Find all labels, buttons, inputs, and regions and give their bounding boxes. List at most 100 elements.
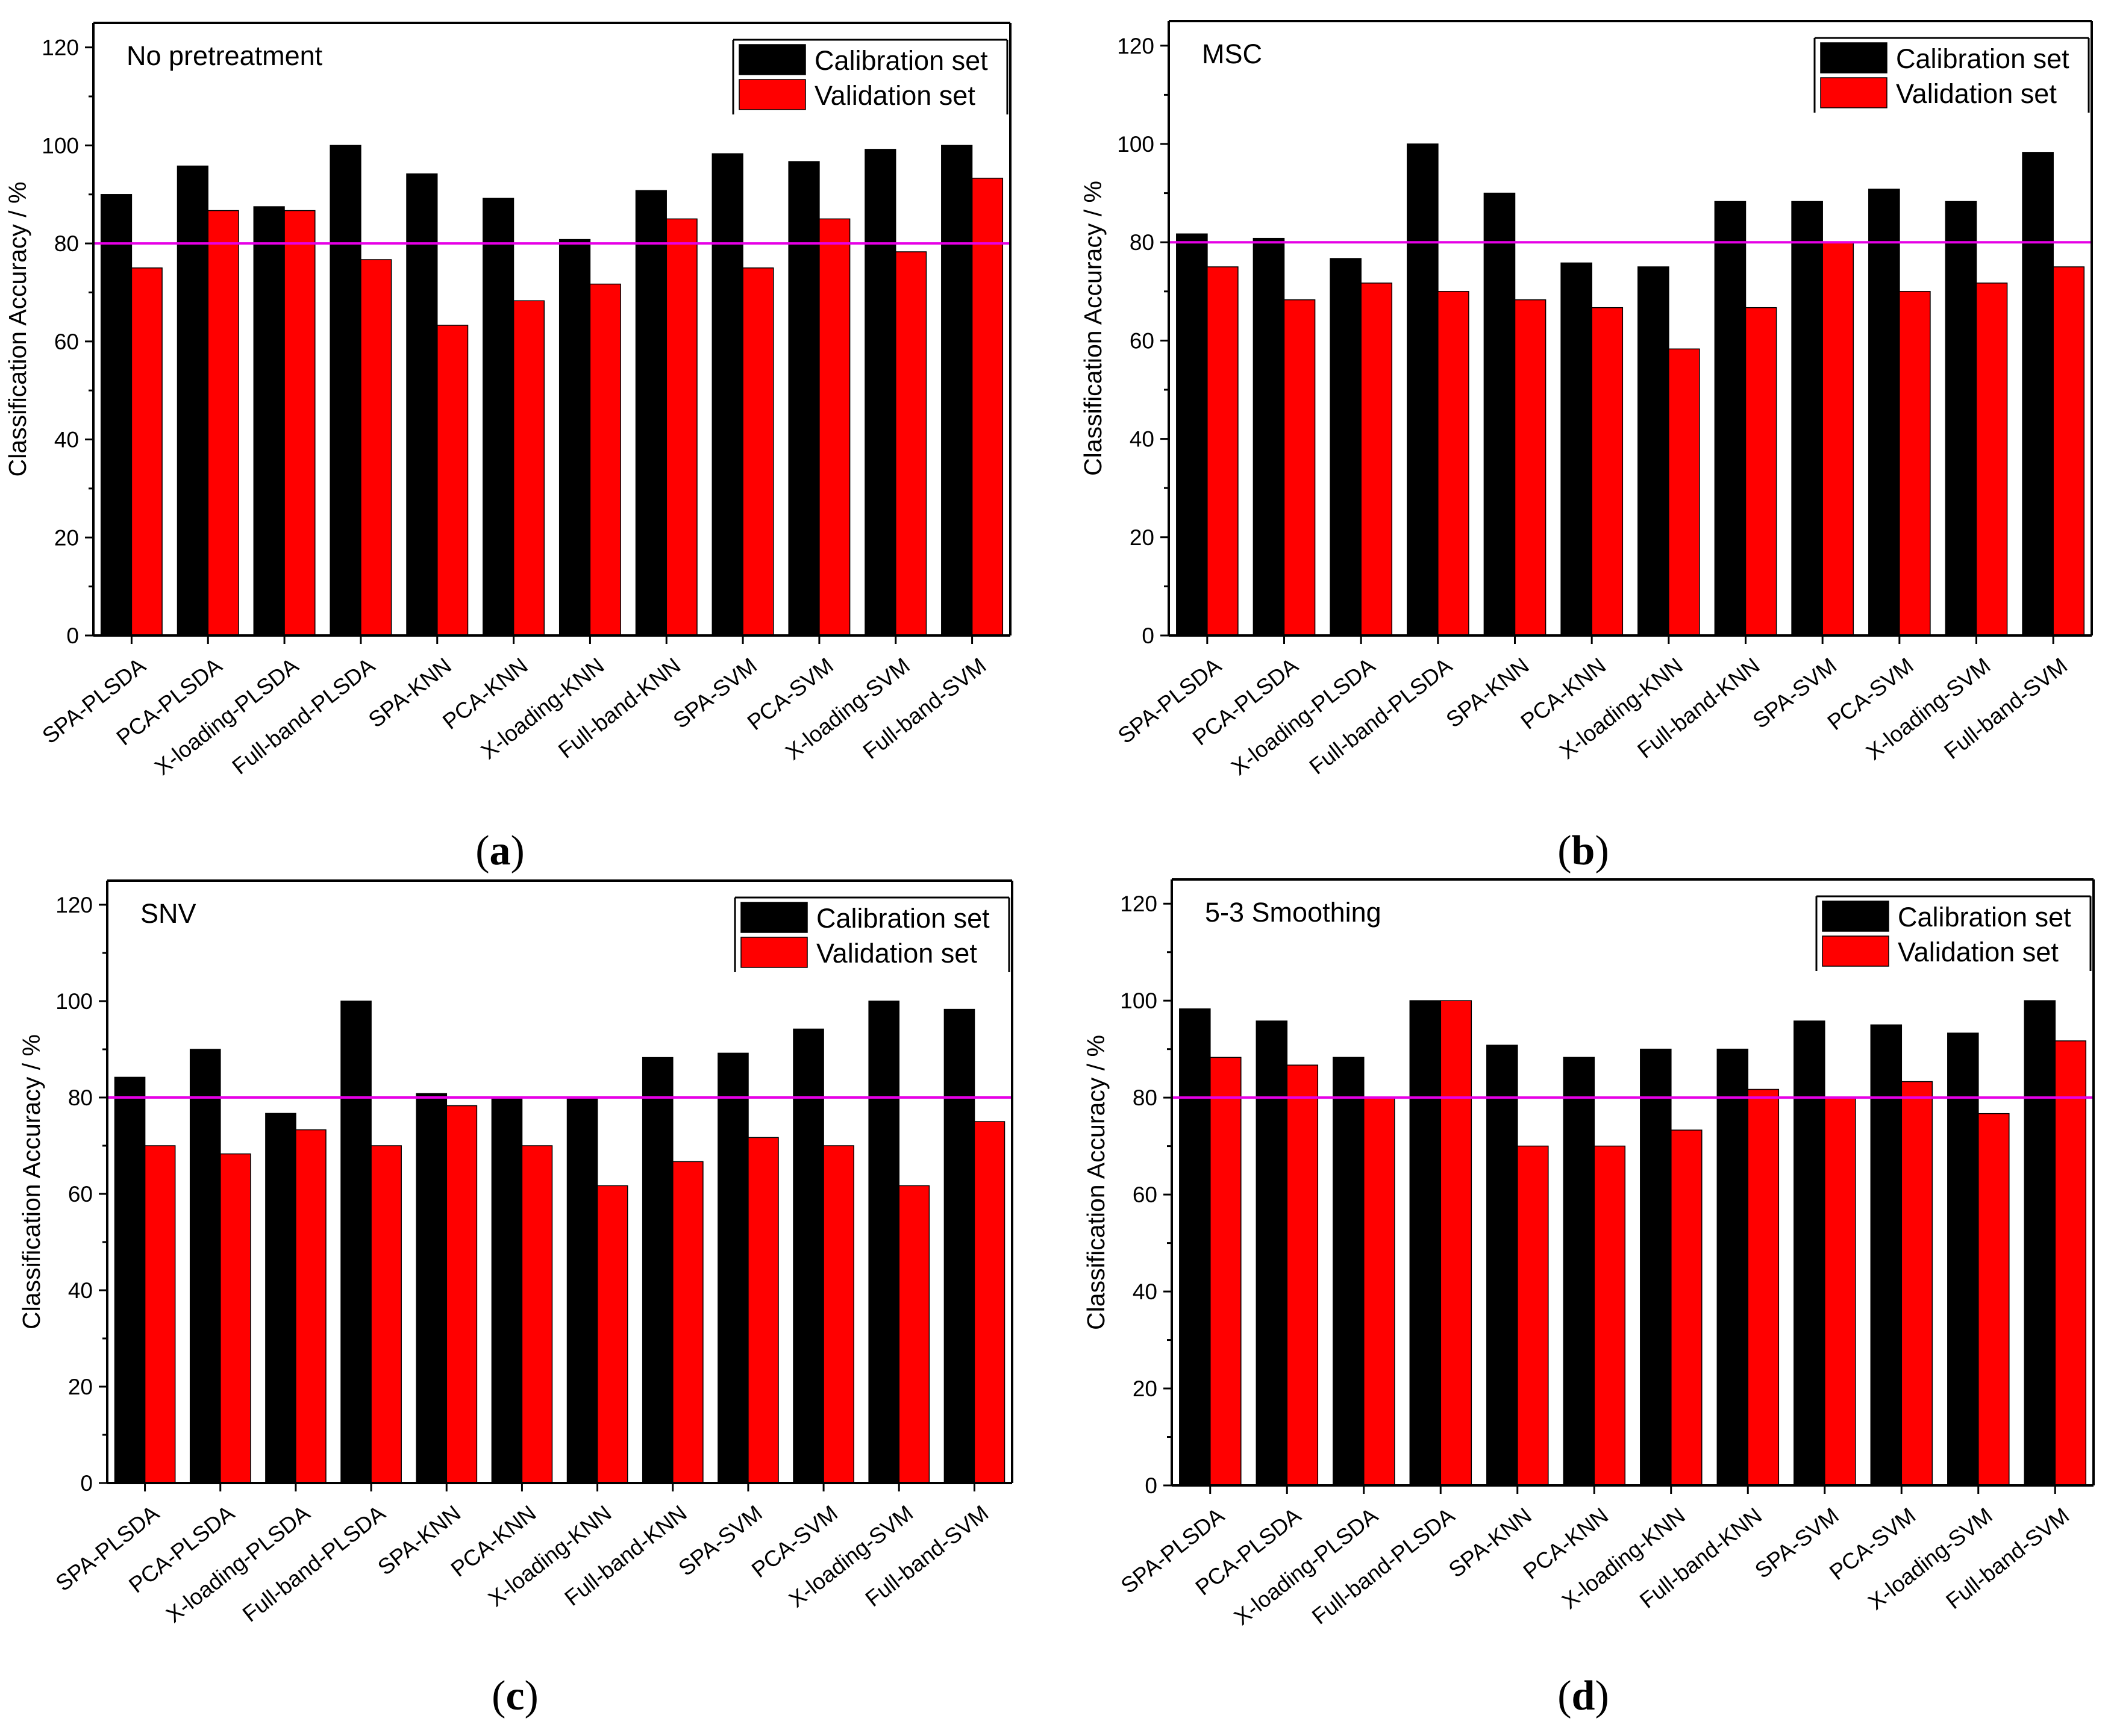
calibration-bar-full-band-plsda <box>1409 1000 1442 1486</box>
y-tick-label-80: 80 <box>54 231 79 256</box>
calibration-bar-spa-knn <box>416 1093 448 1484</box>
calibration-bar-pca-plsda <box>189 1049 221 1484</box>
validation-bar-spa-knn <box>446 1105 478 1484</box>
calibration-bar-x-loading-svm <box>1947 1032 1979 1486</box>
caption-open: ( <box>1557 828 1571 874</box>
chart-panel-b: 020406080100120SPA-PLSDAPCA-PLSDAX-loadi… <box>1079 20 2093 874</box>
calibration-bar-pca-knn <box>483 198 514 636</box>
calibration-bar-pca-knn <box>1560 262 1592 636</box>
y-tick-label-100: 100 <box>1117 132 1154 157</box>
y-axis-title: Classification Accuracy / % <box>1079 181 1107 476</box>
y-tick-label-100: 100 <box>55 989 93 1014</box>
calibration-legend-swatch <box>1822 901 1889 932</box>
calibration-legend-swatch <box>1820 42 1887 73</box>
validation-legend-swatch <box>740 937 808 968</box>
y-tick-label-120: 120 <box>42 36 79 60</box>
y-tick-label-20: 20 <box>54 525 79 550</box>
calibration-bar-pca-svm <box>1868 189 1900 636</box>
calibration-bar-pca-plsda <box>1256 1020 1288 1486</box>
calibration-bar-pca-plsda <box>1253 237 1285 636</box>
validation-bar-pca-knn <box>1591 307 1624 636</box>
validation-bar-spa-plsda <box>1210 1057 1242 1486</box>
caption-open: ( <box>492 1673 505 1719</box>
validation-bar-x-loading-knn <box>1671 1129 1703 1486</box>
validation-bar-x-loading-plsda <box>295 1129 327 1484</box>
validation-bar-full-band-knn <box>666 218 698 636</box>
calibration-bar-spa-svm <box>718 1052 749 1484</box>
caption-close: ) <box>1595 828 1609 874</box>
panel-title: 5-3 Smoothing <box>1205 897 1381 928</box>
x-tick-label-spa-knn: SPA-KNN <box>1442 653 1534 732</box>
y-axis-title: Classification Accuracy / % <box>1082 1035 1110 1330</box>
caption-letter: c <box>505 1673 524 1719</box>
validation-bar-full-band-svm <box>2054 1040 2087 1486</box>
validation-bar-full-band-svm <box>2053 266 2085 636</box>
x-tick-label-full-band-plsda: Full-band-PLSDA <box>228 653 380 779</box>
calibration-bar-full-band-knn <box>635 190 667 636</box>
chart-panel-c: 020406080100120SPA-PLSDAPCA-PLSDAX-loadi… <box>17 879 1013 1719</box>
panel-caption: (c) <box>492 1673 539 1719</box>
y-tick-label-100: 100 <box>42 133 79 158</box>
validation-bar-pca-plsda <box>207 210 239 636</box>
x-tick-label-full-band-plsda: Full-band-PLSDA <box>238 1500 390 1627</box>
calibration-bar-spa-plsda <box>114 1076 146 1484</box>
validation-bar-pca-knn <box>521 1145 553 1484</box>
calibration-bar-full-band-plsda <box>340 1001 372 1484</box>
calibration-bar-x-loading-svm <box>1945 201 1977 636</box>
validation-legend-label: Validation set <box>1896 78 2057 109</box>
calibration-bar-x-loading-knn <box>566 1097 598 1484</box>
y-axis-title: Classification Accuracy / % <box>4 182 31 477</box>
x-tick-label-x-loading-plsda: X-loading-PLSDA <box>1227 653 1380 780</box>
y-tick-label-40: 40 <box>1130 427 1154 452</box>
validation-legend-swatch <box>739 79 806 110</box>
validation-bar-x-loading-knn <box>1668 348 1700 636</box>
validation-bar-spa-svm <box>742 267 774 636</box>
calibration-bar-full-band-knn <box>1714 201 1747 636</box>
validation-bar-pca-svm <box>1899 291 1931 636</box>
y-tick-label-60: 60 <box>1133 1182 1157 1207</box>
calibration-bar-full-band-svm <box>2024 1000 2056 1486</box>
calibration-bar-full-band-plsda <box>1407 143 1439 636</box>
validation-legend-label: Validation set <box>1898 937 2059 967</box>
x-tick-label-x-loading-plsda: X-loading-PLSDA <box>1230 1503 1383 1630</box>
calibration-bar-pca-svm <box>1870 1024 1903 1486</box>
validation-bar-spa-plsda <box>131 267 163 636</box>
validation-bar-full-band-knn <box>1747 1088 1780 1486</box>
calibration-bar-x-loading-knn <box>558 239 591 636</box>
y-tick-label-40: 40 <box>54 428 79 452</box>
calibration-bar-spa-svm <box>1791 201 1823 636</box>
calibration-bar-spa-knn <box>406 173 438 636</box>
calibration-bar-spa-svm <box>711 153 743 636</box>
validation-bar-pca-svm <box>823 1145 854 1484</box>
calibration-bar-x-loading-knn <box>1640 1048 1672 1486</box>
x-tick-label-full-band-plsda: Full-band-PLSDA <box>1307 1503 1459 1629</box>
calibration-bar-spa-knn <box>1483 192 1516 636</box>
panel-title: No pretreatment <box>127 40 323 71</box>
panel-caption: (a) <box>475 828 525 874</box>
calibration-bar-x-loading-knn <box>1637 266 1669 636</box>
caption-letter: d <box>1572 1673 1595 1719</box>
validation-bar-x-loading-svm <box>898 1185 930 1484</box>
validation-bar-full-band-plsda <box>360 259 392 636</box>
calibration-bar-full-band-svm <box>943 1008 975 1484</box>
calibration-bar-x-loading-plsda <box>1330 258 1362 636</box>
calibration-bar-spa-plsda <box>1176 233 1208 636</box>
validation-bar-full-band-plsda <box>1440 1000 1472 1486</box>
calibration-bar-full-band-svm <box>2022 152 2054 636</box>
y-tick-label-120: 120 <box>1120 891 1157 916</box>
x-tick-label-x-loading-plsda: X-loading-PLSDA <box>150 653 303 780</box>
calibration-legend-label: Calibration set <box>816 903 990 934</box>
validation-legend-label: Validation set <box>816 938 977 969</box>
calibration-bar-spa-plsda <box>1179 1008 1211 1486</box>
validation-bar-pca-plsda <box>220 1153 251 1484</box>
validation-bar-full-band-knn <box>672 1161 704 1484</box>
calibration-bar-x-loading-svm <box>868 1001 900 1484</box>
validation-bar-x-loading-knn <box>596 1185 628 1484</box>
caption-letter: a <box>490 828 511 874</box>
y-tick-label-0: 0 <box>1145 1473 1157 1498</box>
validation-bar-pca-knn <box>513 300 545 636</box>
x-tick-label-x-loading-svm: X-loading-SVM <box>784 1500 918 1613</box>
validation-bar-pca-svm <box>1901 1081 1933 1486</box>
calibration-legend-swatch <box>739 44 806 75</box>
